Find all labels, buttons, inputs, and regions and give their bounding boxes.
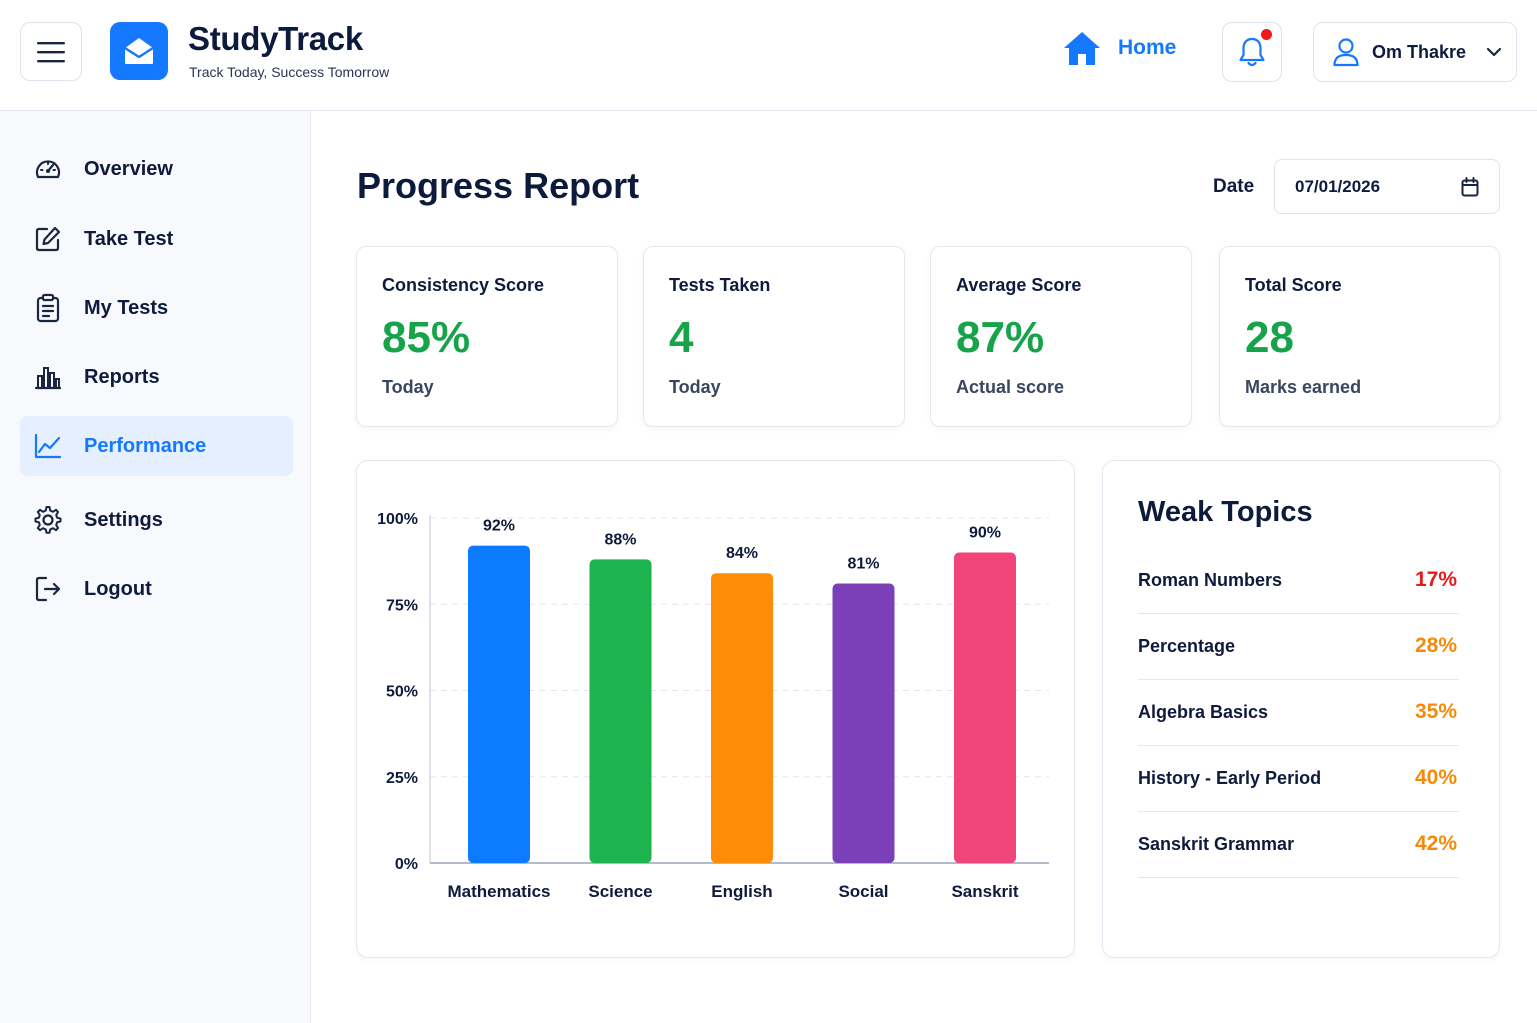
weak-topic-percent: 42% — [1414, 832, 1457, 855]
weak-topic-row: Roman Numbers 17% — [1138, 548, 1459, 614]
stat-value: 87% — [956, 313, 1045, 362]
clipboard-icon — [36, 293, 60, 323]
app-header: StudyTrack Track Today, Success Tomorrow… — [0, 0, 1537, 111]
weak-topic-row: Algebra Basics 35% — [1138, 680, 1459, 746]
hamburger-icon — [37, 41, 65, 62]
bar-value-label: 90% — [969, 525, 1001, 542]
sidebar-item-reports[interactable]: Reports — [20, 347, 293, 407]
weak-topic-percent: 28% — [1414, 634, 1457, 657]
chevron-down-icon — [1486, 47, 1502, 57]
home-link-label: Home — [1118, 36, 1177, 59]
bar-chart-icon — [34, 367, 62, 390]
sidebar-item-label: My Tests — [84, 296, 169, 319]
bar-value-label: 84% — [726, 545, 758, 562]
sidebar-item-performance[interactable]: Performance — [20, 416, 293, 476]
x-tick-label: Science — [588, 882, 652, 901]
weak-topic-name: Roman Numbers — [1138, 570, 1283, 590]
x-tick-label: Sanskrit — [951, 882, 1018, 901]
gauge-icon — [35, 160, 61, 179]
calendar-icon[interactable] — [1461, 177, 1479, 197]
bar-mathematics[interactable] — [468, 545, 530, 863]
weak-topic-name: Sanskrit Grammar — [1138, 834, 1295, 854]
y-tick-label: 25% — [386, 770, 418, 787]
sidebar: Overview Take Test My Tests Reports — [0, 111, 311, 1023]
trend-line-icon — [34, 433, 62, 459]
bar-value-label: 88% — [604, 531, 636, 548]
stat-sub: Marks earned — [1245, 377, 1362, 397]
bar-value-label: 81% — [847, 556, 879, 573]
bell-icon — [1239, 37, 1265, 67]
date-input[interactable]: 07/01/2026 — [1274, 159, 1500, 214]
stat-label: Tests Taken — [669, 275, 771, 295]
sidebar-item-take-test[interactable]: Take Test — [20, 209, 293, 269]
sidebar-item-label: Take Test — [84, 227, 174, 250]
y-tick-label: 75% — [386, 597, 418, 614]
sidebar-item-label: Overview — [84, 157, 173, 180]
weak-topic-name: Percentage — [1138, 636, 1236, 656]
user-icon — [1333, 38, 1359, 67]
weak-topic-percent: 17% — [1414, 568, 1457, 591]
home-link[interactable]: Home — [1062, 30, 1176, 66]
stat-label: Total Score — [1245, 275, 1342, 295]
notification-dot — [1261, 29, 1272, 40]
stat-sub: Today — [669, 377, 721, 397]
home-icon — [1064, 32, 1100, 65]
y-tick-label: 50% — [386, 684, 418, 701]
edit-icon — [35, 226, 61, 252]
user-menu[interactable]: Om Thakre — [1313, 22, 1517, 82]
bar-science[interactable] — [589, 559, 652, 863]
sidebar-item-my-tests[interactable]: My Tests — [20, 278, 293, 338]
stat-value: 4 — [669, 313, 694, 362]
bar-sanskrit[interactable] — [954, 552, 1016, 864]
weak-topic-row: Percentage 28% — [1138, 614, 1459, 680]
date-value: 07/01/2026 — [1295, 176, 1381, 196]
stat-sub: Today — [382, 377, 434, 397]
x-tick-label: Mathematics — [448, 882, 551, 901]
user-name: Om Thakre — [1372, 41, 1467, 62]
gear-icon — [34, 506, 62, 534]
mail-open-icon — [124, 38, 154, 64]
stat-sub: Actual score — [956, 377, 1065, 397]
bar-value-label: 92% — [483, 518, 515, 535]
app-title: StudyTrack — [188, 20, 363, 57]
y-tick-label: 0% — [395, 856, 418, 873]
weak-topic-name: Algebra Basics — [1138, 702, 1269, 722]
bar-chart: 0% 25% 50% 75% 100% 92% Mathematics 88% Science 8… — [377, 511, 1049, 901]
notifications-button[interactable] — [1222, 22, 1282, 82]
stat-value: 85% — [382, 313, 471, 362]
stat-value: 28 — [1245, 313, 1294, 362]
sidebar-item-label: Reports — [84, 365, 160, 388]
stat-card-total-score: Total Score 28 Marks earned — [1219, 246, 1500, 427]
weak-topics-card: Weak Topics Roman Numbers 17% Percentage 28… — [1102, 460, 1500, 958]
sidebar-item-settings[interactable]: Settings — [20, 490, 293, 550]
bar-social[interactable] — [832, 583, 895, 863]
stat-label: Consistency Score — [382, 275, 545, 295]
sidebar-item-logout[interactable]: Logout — [20, 559, 293, 619]
sidebar-item-label: Settings — [84, 508, 163, 531]
weak-topic-row: History - Early Period 40% — [1138, 746, 1459, 812]
weak-topic-percent: 40% — [1414, 766, 1457, 789]
date-label: Date — [1213, 176, 1255, 197]
stat-card-tests-taken: Tests Taken 4 Today — [643, 246, 905, 427]
sidebar-item-overview[interactable]: Overview — [20, 139, 293, 199]
x-tick-label: Social — [838, 882, 888, 901]
stat-label: Average Score — [956, 275, 1082, 295]
logout-icon — [35, 576, 61, 602]
weak-topic-row: Sanskrit Grammar 42% — [1138, 812, 1459, 878]
stat-card-consistency: Consistency Score 85% Today — [356, 246, 618, 427]
bar-english[interactable] — [711, 573, 773, 863]
x-tick-label: English — [711, 882, 772, 901]
sidebar-item-label: Logout — [84, 577, 152, 600]
menu-button[interactable] — [20, 22, 82, 81]
subject-scores-chart: 0% 25% 50% 75% 100% 92% Mathematics 88% Science 8… — [356, 460, 1075, 958]
stat-card-average-score: Average Score 87% Actual score — [930, 246, 1192, 427]
page-title: Progress Report — [357, 165, 640, 206]
app-logo — [110, 22, 168, 80]
weak-topics-title: Weak Topics — [1138, 496, 1313, 528]
app-tagline: Track Today, Success Tomorrow — [189, 64, 390, 80]
sidebar-item-label: Performance — [84, 434, 207, 457]
weak-topic-name: History - Early Period — [1138, 768, 1322, 788]
y-tick-label: 100% — [377, 511, 418, 528]
weak-topic-percent: 35% — [1414, 700, 1457, 723]
